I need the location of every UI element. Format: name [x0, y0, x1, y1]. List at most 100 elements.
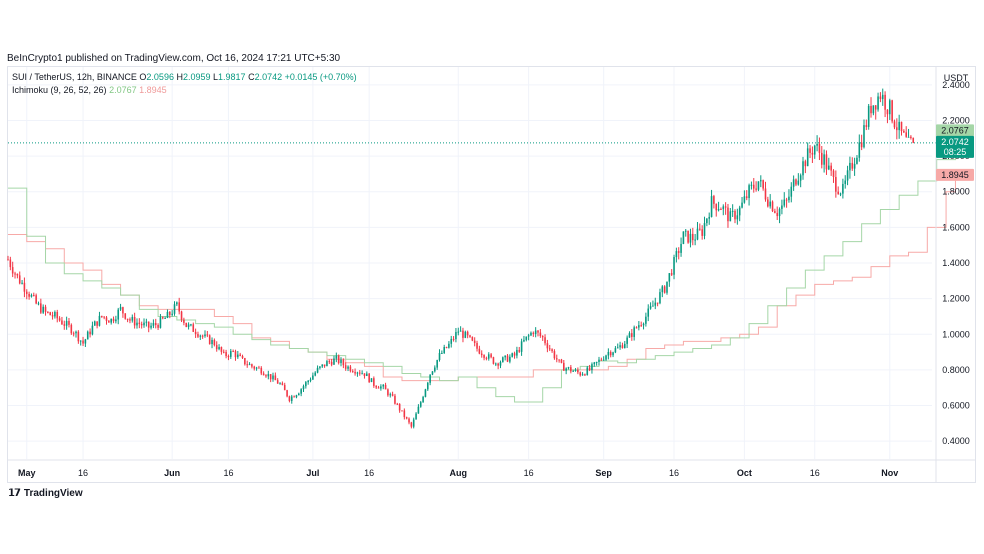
candle-body [497, 363, 499, 366]
candle-body [553, 351, 556, 359]
candle-body [832, 170, 835, 177]
candle-body [853, 163, 856, 169]
candle-body [616, 347, 619, 349]
candle-body [112, 318, 115, 322]
candle-body [65, 320, 68, 326]
candle-body [363, 373, 366, 377]
time-tick-label: Jul [306, 468, 319, 478]
candle-body [647, 308, 650, 317]
candle-body [621, 345, 624, 349]
candle-body [839, 193, 842, 195]
candle-body [354, 371, 356, 374]
time-tick-label: 16 [669, 468, 679, 478]
candle-body [555, 358, 558, 360]
candle-body [429, 374, 431, 383]
candle-body [825, 154, 828, 170]
candle-body [206, 334, 209, 336]
candle-body [734, 210, 736, 220]
candle-body [480, 353, 483, 356]
candle-body [91, 325, 94, 335]
candle-body [563, 362, 565, 371]
candle-body [774, 211, 776, 213]
candle-body [445, 346, 448, 348]
candle-body [262, 373, 265, 376]
candle-body [255, 367, 258, 369]
candle-body [466, 331, 469, 336]
candle-body [577, 369, 579, 373]
price-label-text: 2.0767 [941, 125, 969, 135]
candle-body [567, 367, 570, 369]
candle-body [898, 121, 900, 131]
candle-body [323, 364, 326, 367]
candle-body [434, 367, 436, 372]
candle-body [518, 349, 521, 352]
span-b-line [8, 174, 956, 382]
candle-body [408, 418, 410, 423]
candle-body [290, 396, 293, 401]
candle-body [877, 96, 879, 110]
candle-body [190, 324, 192, 326]
price-label-box [936, 124, 974, 137]
candle-body [691, 233, 694, 241]
candle-body [701, 229, 703, 236]
candle-body [884, 94, 886, 110]
candle-body [537, 330, 539, 333]
time-axis[interactable]: May 16 Jun 16 Jul 16 Aug 16 Sep 16 Oct 16 Nov [18, 468, 898, 478]
candle-body [391, 394, 394, 396]
candle-body [485, 357, 488, 359]
candle-body [276, 380, 279, 384]
candle-body [708, 216, 711, 219]
candle-body [661, 286, 664, 293]
indicator-legend[interactable]: Ichimoku (9, 26, 52, 26) 2.0767 1.8945 [12, 85, 167, 95]
candle-body [124, 313, 127, 319]
candle-body [743, 196, 746, 203]
candle-body [513, 353, 516, 356]
price-tick-label: 1.0000 [942, 329, 970, 339]
symbol-legend[interactable]: SUI / TetherUS, 12h, BINANCE O2.0596 H2.… [12, 72, 357, 82]
candle-body [722, 206, 725, 210]
candle-body [476, 342, 478, 349]
candle-body [881, 94, 884, 100]
candle-body [283, 384, 286, 391]
candle-body [312, 375, 314, 380]
candle-body [415, 413, 417, 420]
candle-body [602, 359, 605, 361]
candle-body [51, 315, 54, 317]
candle-body [541, 336, 544, 338]
candle-body [682, 231, 685, 244]
candle-body [530, 332, 532, 336]
candle-body [588, 367, 591, 371]
candle-body [806, 148, 809, 167]
candle-body [288, 396, 291, 401]
high-value: 2.0959 [182, 72, 211, 82]
candle-body [490, 354, 492, 358]
candle-body [21, 282, 23, 284]
candle-body [778, 208, 781, 217]
candle-body [752, 184, 755, 189]
chart-frame [7, 66, 976, 483]
candle-body [412, 419, 415, 427]
candle-body [750, 184, 753, 186]
candle-body [760, 180, 762, 182]
candle-body [169, 311, 171, 315]
candle-body [659, 292, 661, 304]
price-label-text: 2.0742 [941, 137, 969, 147]
candle-body [849, 162, 851, 171]
candle-body [788, 196, 790, 201]
candle-body [464, 331, 467, 338]
candle-body [103, 316, 105, 318]
candle-body [888, 100, 891, 115]
tradingview-brand[interactable]: 𝟭𝟳 TradingView [8, 488, 83, 499]
candle-body [762, 180, 764, 189]
candle-body [18, 275, 21, 284]
candle-body [558, 359, 560, 361]
candle-body [748, 185, 750, 199]
candle-body [623, 343, 626, 349]
candle-body [487, 354, 490, 359]
candle-body [851, 162, 854, 169]
candle-body [396, 403, 399, 405]
candle-body [417, 406, 420, 414]
candle-body [680, 243, 682, 253]
candle-body [227, 356, 230, 358]
